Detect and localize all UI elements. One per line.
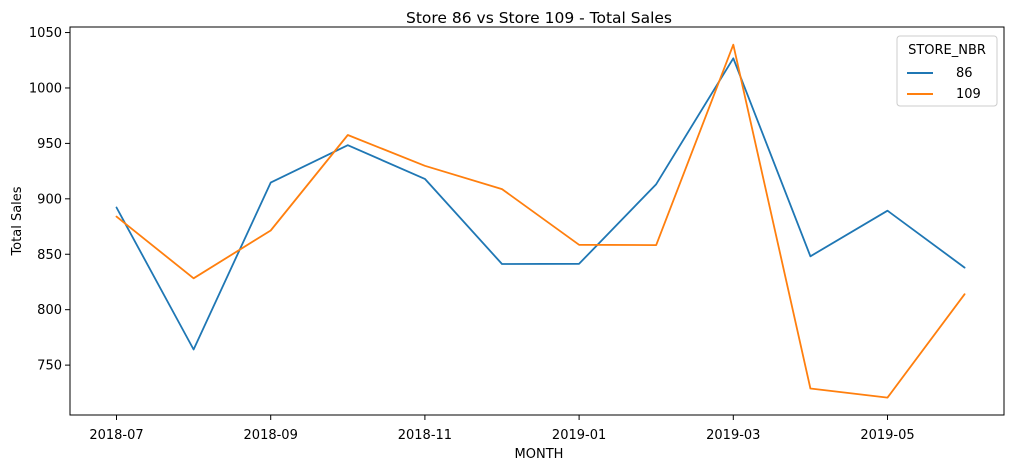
y-axis: 750 800 850 900 950 1000 1050 [29, 26, 70, 374]
series-lines [115, 43, 966, 399]
x-tick-label-2018-11: 2018-11 [398, 428, 452, 443]
x-tick-label-2019-03: 2019-03 [706, 428, 760, 443]
x-tick-label-2018-09: 2018-09 [244, 428, 298, 443]
y-tick-label-950: 950 [37, 137, 62, 152]
y-axis-label: Total Sales [10, 186, 25, 256]
plot-frame [69, 26, 1005, 416]
y-tick-label-900: 900 [37, 192, 62, 207]
legend: STORE_NBR 86 109 [896, 35, 998, 107]
x-tick-label-2019-05: 2019-05 [860, 428, 914, 443]
y-tick-label-1000: 1000 [29, 81, 62, 96]
y-tick-label-800: 800 [37, 303, 62, 318]
y-tick-label-1050: 1050 [29, 26, 62, 41]
chart-title: Store 86 vs Store 109 - Total Sales [406, 9, 672, 27]
y-tick-label-850: 850 [37, 248, 62, 263]
y-tick-label-750: 750 [37, 359, 62, 374]
x-tick-label-2019-01: 2019-01 [552, 428, 606, 443]
legend-box [896, 35, 998, 107]
legend-label-86: 86 [956, 66, 973, 81]
series-line-86 [115, 57, 966, 351]
legend-label-109: 109 [956, 87, 981, 102]
legend-title: STORE_NBR [908, 43, 986, 58]
x-axis-label: MONTH [515, 447, 564, 462]
x-axis: 2018-07 2018-09 2018-11 2019-01 2019-03 2019-… [89, 415, 915, 443]
x-tick-label-2018-07: 2018-07 [89, 428, 143, 443]
series-line-109 [115, 43, 966, 399]
